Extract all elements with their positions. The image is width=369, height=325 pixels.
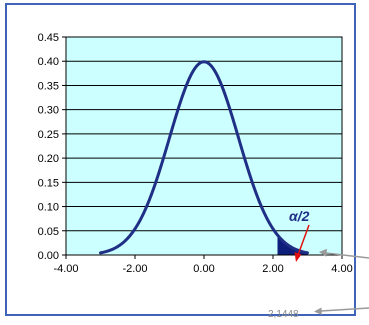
x-tick-label: 4.00 bbox=[331, 263, 352, 275]
alpha-arrow-head bbox=[294, 252, 302, 262]
critical-value-label: 2,1448 bbox=[268, 309, 299, 320]
critical-callout-head bbox=[314, 307, 322, 315]
y-tick-label: 0.25 bbox=[38, 129, 59, 141]
y-axis-ticks: 0.00 0.05 0.10 0.15 0.20 0.25 0.30 0.35 0.40 0.45 bbox=[38, 32, 66, 262]
alpha-arrow bbox=[294, 224, 310, 262]
tail-callout-arrow bbox=[319, 248, 369, 259]
plot-area bbox=[65, 36, 343, 256]
y-tick-label: 0.05 bbox=[38, 226, 59, 238]
alpha-half-label: α/2 bbox=[289, 208, 310, 224]
y-tick-label: 0.15 bbox=[38, 177, 59, 189]
x-axis-ticks: -4.00 -2.00 0.00 2.00 4.00 bbox=[53, 255, 353, 275]
y-tick-label: 0.20 bbox=[38, 153, 59, 165]
tail-callout-shaft bbox=[325, 252, 369, 259]
critical-callout-shaft bbox=[320, 307, 369, 312]
y-tick-label: 0.00 bbox=[38, 250, 59, 262]
y-tick-label: 0.10 bbox=[38, 202, 59, 214]
x-tick-label: 2.00 bbox=[262, 263, 283, 275]
y-tick-label: 0.30 bbox=[38, 105, 59, 117]
density-curve bbox=[99, 60, 309, 255]
tail-callout-head bbox=[319, 248, 327, 257]
y-tick-label: 0.45 bbox=[38, 32, 59, 44]
x-tick-label: -2.00 bbox=[122, 263, 147, 275]
gridlines bbox=[66, 36, 342, 232]
alpha-arrow-shaft bbox=[297, 224, 310, 256]
y-tick-label: 0.35 bbox=[38, 80, 59, 92]
y-tick-label: 0.40 bbox=[38, 56, 59, 68]
x-tick-label: 0.00 bbox=[193, 263, 214, 275]
critical-value-callout-arrow bbox=[314, 307, 369, 315]
x-tick-label: -4.00 bbox=[53, 263, 78, 275]
